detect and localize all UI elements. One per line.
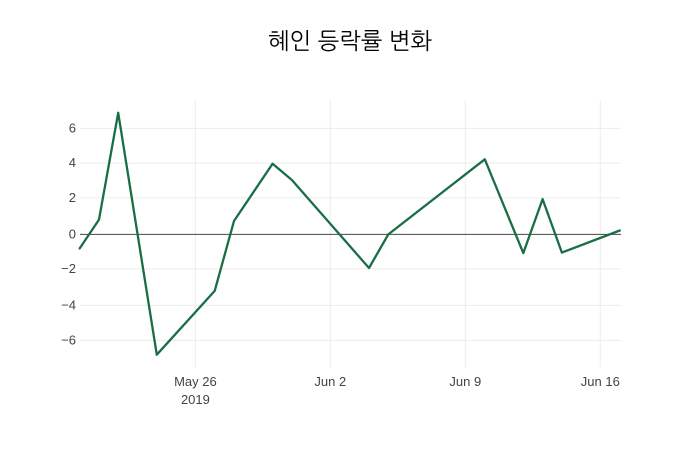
- svg-text:6: 6: [69, 121, 76, 136]
- svg-text:Jun 9: Jun 9: [449, 374, 481, 389]
- svg-text:−4: −4: [61, 298, 76, 313]
- svg-text:Jun 16: Jun 16: [581, 374, 620, 389]
- svg-text:4: 4: [69, 155, 76, 170]
- svg-text:2019: 2019: [181, 392, 210, 407]
- svg-text:−2: −2: [61, 261, 76, 276]
- svg-text:0: 0: [69, 227, 76, 242]
- svg-text:−6: −6: [61, 333, 76, 348]
- svg-text:Jun 2: Jun 2: [314, 374, 346, 389]
- svg-text:May 26: May 26: [174, 374, 217, 389]
- svg-text:2: 2: [69, 190, 76, 205]
